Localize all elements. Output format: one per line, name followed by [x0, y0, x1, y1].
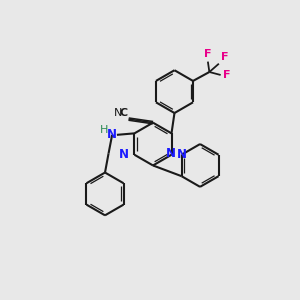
Text: F: F	[223, 70, 230, 80]
Text: N: N	[107, 128, 117, 141]
Text: F: F	[204, 49, 212, 59]
Text: N: N	[177, 148, 187, 161]
Text: C: C	[120, 108, 128, 118]
Text: F: F	[221, 52, 229, 62]
Text: N: N	[114, 108, 122, 118]
Text: H: H	[100, 125, 108, 135]
Text: N: N	[119, 148, 129, 161]
Text: N: N	[166, 147, 176, 160]
